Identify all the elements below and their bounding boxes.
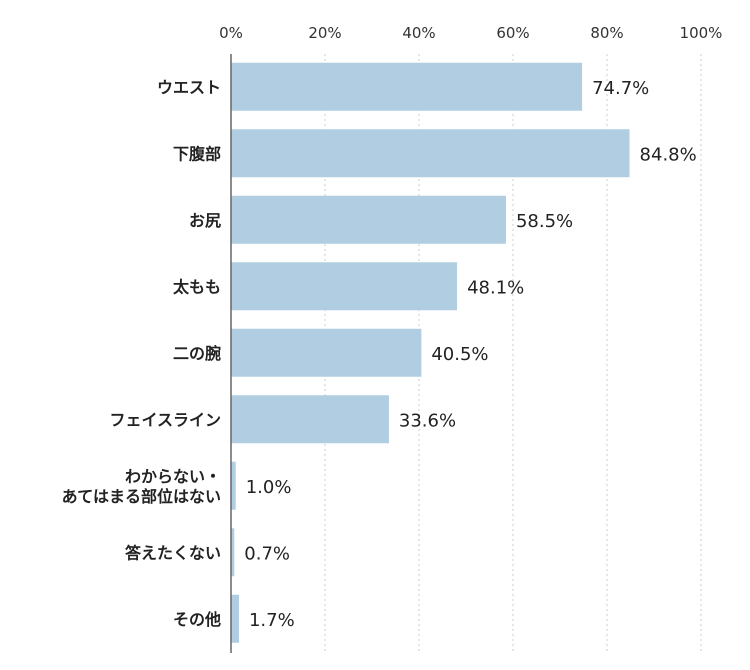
x-tick-label: 20% <box>308 24 341 42</box>
bar <box>231 395 389 444</box>
category-label: 答えたくない <box>125 543 221 562</box>
category-label: 下腹部 <box>173 144 221 163</box>
bar <box>231 328 422 377</box>
x-tick-label: 80% <box>590 24 623 42</box>
category-labels: ウエスト下腹部お尻太もも二の腕フェイスラインわからない・あてはまる部位はない答え… <box>62 78 221 629</box>
bar <box>231 594 239 643</box>
category-label: フェイスライン <box>109 410 221 429</box>
bar <box>231 129 630 178</box>
value-label: 74.7% <box>592 78 649 99</box>
value-label: 33.6% <box>399 410 456 431</box>
value-label: 40.5% <box>431 344 488 365</box>
x-tick-label: 0% <box>219 24 243 42</box>
value-label: 58.5% <box>516 211 573 232</box>
category-label: わからない・ <box>125 467 221 486</box>
category-label: 二の腕 <box>173 344 221 363</box>
value-label: 84.8% <box>640 144 697 165</box>
category-label: 太もも <box>172 277 221 296</box>
x-axis-ticks: 0% 20% 40% 60% 80% 100% <box>219 24 722 42</box>
value-label: 1.7% <box>249 610 295 631</box>
category-label: お尻 <box>189 211 221 230</box>
category-label: ウエスト <box>157 78 221 97</box>
category-label: あてはまる部位はない <box>62 487 221 506</box>
bar <box>231 262 458 311</box>
value-labels: 74.7% 84.8% 58.5% 48.1% 40.5% 33.6% 1.0% 0.7% 1.… <box>244 78 696 631</box>
x-tick-label: 40% <box>402 24 435 42</box>
bar <box>231 528 235 577</box>
bar <box>231 195 506 244</box>
value-label: 48.1% <box>467 277 524 298</box>
value-label: 1.0% <box>246 477 292 498</box>
bar <box>231 461 236 510</box>
bar <box>231 62 583 111</box>
bars <box>231 62 630 643</box>
x-tick-label: 100% <box>680 24 723 42</box>
x-tick-label: 60% <box>496 24 529 42</box>
category-label: その他 <box>173 610 221 629</box>
value-label: 0.7% <box>244 543 290 564</box>
